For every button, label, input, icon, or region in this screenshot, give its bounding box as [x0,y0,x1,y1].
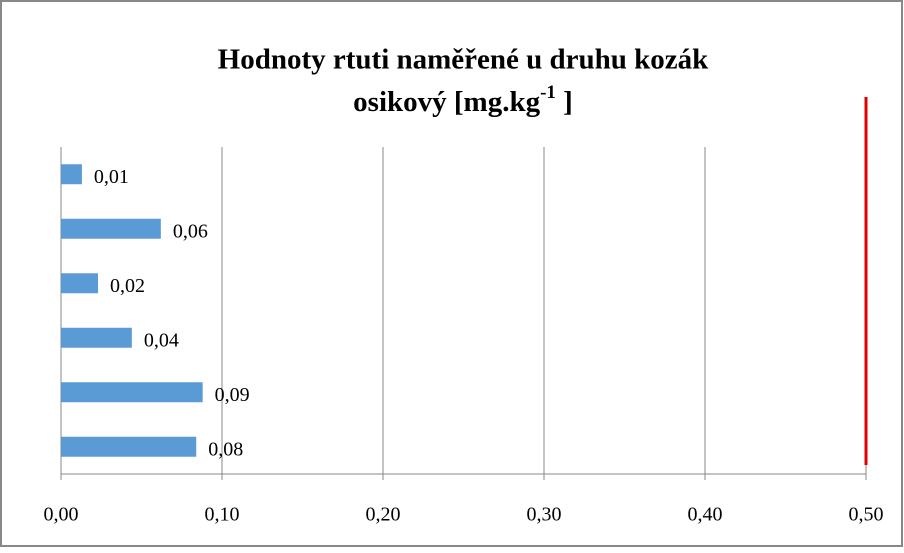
data-label: 0,08 [208,438,243,460]
data-label: 0,02 [110,275,145,297]
x-tick-label: 0,00 [44,504,79,526]
bar [61,327,132,348]
title-part: ] [556,86,573,118]
data-label: 0,06 [173,220,208,242]
chart-title: osikový [mg.kg-1 ] [353,82,573,117]
bar [61,382,203,403]
data-label: 0,09 [215,384,250,406]
x-tick-label: 0,50 [849,504,884,526]
title-superscript: -1 [540,82,556,103]
data-label: 0,01 [94,166,129,188]
title-part: osikový [mg.kg [353,86,540,118]
chart-title: Hodnoty rtuti naměřené u druhu kozák [218,44,710,76]
bar [61,164,82,185]
x-tick-label: 0,10 [205,504,240,526]
data-label: 0,04 [144,329,179,351]
x-tick-label: 0,30 [527,504,562,526]
bar [61,273,99,294]
bar [61,436,197,457]
bar [61,218,161,239]
x-tick-label: 0,40 [688,504,723,526]
x-tick-label: 0,20 [366,504,401,526]
